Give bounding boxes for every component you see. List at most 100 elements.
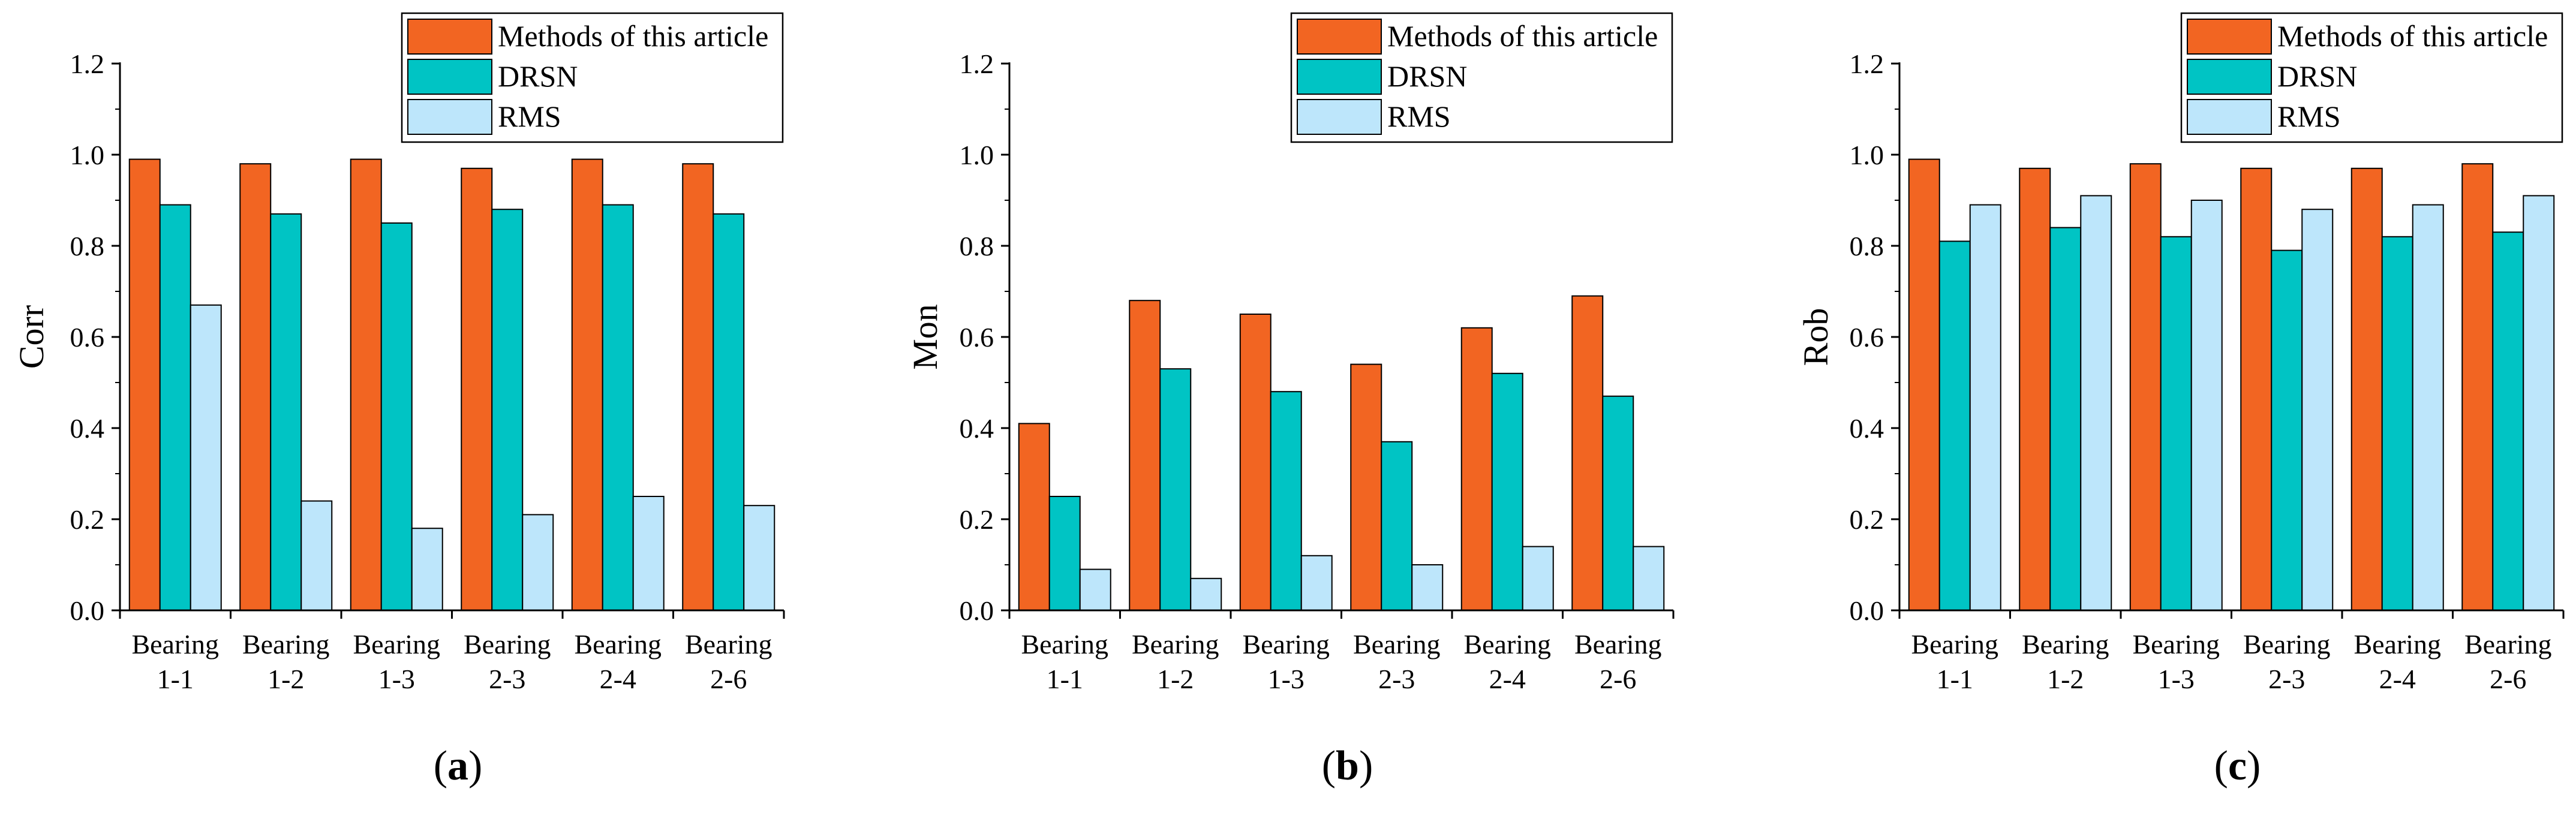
panel-label-open: ( [2214,743,2228,789]
bar-a-rms-5 [632,496,665,611]
panel-c-chart: 0.0 0.2 0.4 0.6 0.8 1.0 1.2 Bearing 1-1 Bearing 1-… [1796,12,2565,789]
y-tick-label: 0.8 [1850,231,1884,261]
bar-b-drsn-4 [1381,441,1413,611]
x-category-line-1: Bearing [2022,629,2109,660]
x-category-line-1: Bearing [2464,629,2552,660]
y-tick-label: 0.4 [70,413,105,444]
panel-label-close: ) [1359,743,1373,789]
x-category-line-1: Bearing [131,629,219,660]
bar-a-drsn-6 [713,213,745,611]
x-category-line-1: Bearing [1021,629,1108,660]
bar-c-methods-5 [2350,167,2383,611]
bar-a-methods-4 [461,167,493,611]
x-category-line-2: 1-1 [1047,664,1083,694]
x-category-line-2: 1-3 [1268,664,1304,694]
y-tick-label: 0.0 [960,595,994,626]
x-category-label: Bearing 2-4 [574,629,662,694]
x-category-line-2: 2-3 [489,664,525,694]
panel-label: (b) [1322,743,1373,789]
y-axis-title: Mon [906,304,945,370]
bar-c-drsn-3 [2160,236,2192,611]
y-tick-label: 0.2 [1850,504,1884,535]
bar-c-methods-2 [2019,167,2051,611]
y-tick-label: 0.2 [70,504,105,535]
legend-swatch-drsn [1297,59,1382,95]
bar-c-methods-1 [1908,158,1940,612]
bar-a-rms-6 [743,505,775,612]
legend-label-rms: RMS [1387,100,1451,133]
legend-label-drsn: DRSN [498,59,578,93]
bar-b-rms-2 [1190,577,1222,611]
y-axis-title: Rob [1796,308,1835,366]
x-category-line-1: Bearing [2243,629,2331,660]
y-tick-label: 1.0 [960,140,994,170]
x-category-line-2: 1-2 [1157,664,1194,694]
bar-a-methods-6 [682,163,714,611]
panel-a-chart: 0.0 0.2 0.4 0.6 0.8 1.0 1.2 Bearing 1-1 Bearing 1-… [12,12,785,789]
bar-b-rms-4 [1411,564,1444,611]
panel-label-close: ) [468,743,482,789]
x-category-line-1: Bearing [1242,629,1330,660]
x-category-line-2: 2-4 [1489,664,1526,694]
panel-label-letter: b [1336,743,1359,789]
x-category-label: Bearing 2-6 [685,629,773,694]
bar-c-drsn-5 [2381,236,2413,611]
legend-label-rms: RMS [498,100,561,133]
x-category-line-2: 2-6 [2490,664,2526,694]
panel-label-letter: c [2228,743,2247,789]
panel-b-chart: 0.0 0.2 0.4 0.6 0.8 1.0 1.2 Bearing 1-1 Bearing 1-… [906,12,1675,789]
x-category-line-1: Bearing [574,629,662,660]
legend-swatch-methods [407,19,492,55]
bar-b-drsn-2 [1159,368,1192,611]
x-category-label: Bearing 1-3 [2132,629,2220,694]
panel-label-close: ) [2247,743,2261,789]
bar-b-methods-1 [1018,423,1050,612]
bar-b-drsn-3 [1270,391,1302,611]
y-tick-label: 0.4 [960,413,994,444]
bar-a-rms-3 [411,528,443,612]
bar-b-methods-3 [1239,314,1272,611]
y-tick-label: 0.0 [70,595,105,626]
legend-swatch-drsn [2187,59,2272,95]
y-tick-label: 0.6 [70,322,105,353]
x-category-line-1: Bearing [1574,629,1662,660]
bar-b-rms-1 [1079,568,1111,611]
x-category-label: Bearing 1-3 [1242,629,1330,694]
x-category-line-1: Bearing [1463,629,1551,660]
x-category-line-2: 1-2 [267,664,304,694]
x-category-label: Bearing 1-1 [1021,629,1108,694]
x-category-label: Bearing 1-2 [2022,629,2109,694]
bar-b-methods-5 [1460,327,1493,611]
bar-b-methods-2 [1129,300,1161,611]
y-tick-label: 0.0 [1850,595,1884,626]
x-category-line-2: 1-1 [1937,664,1973,694]
bar-c-drsn-1 [1938,240,1971,611]
x-category-label: Bearing 1-2 [242,629,330,694]
x-category-line-2: 1-2 [2047,664,2084,694]
x-category-line-2: 2-4 [600,664,636,694]
x-category-line-1: Bearing [1132,629,1219,660]
bar-a-methods-5 [571,158,603,612]
panel-label-open: ( [1322,743,1336,789]
bar-c-methods-6 [2461,163,2494,611]
x-category-line-2: 1-1 [157,664,194,694]
y-tick-label: 0.2 [960,504,994,535]
legend-label-rms: RMS [2277,100,2341,133]
x-category-line-2: 2-3 [1378,664,1415,694]
legend-label-drsn: DRSN [2277,59,2357,93]
bar-a-rms-4 [522,514,554,612]
bar-c-rms-4 [2301,209,2334,611]
legend-label-methods: Methods of this article [498,19,768,53]
legend-swatch-drsn [407,59,492,95]
x-category-label: Bearing 1-3 [353,629,440,694]
x-category-line-1: Bearing [685,629,773,660]
bar-b-rms-3 [1300,555,1333,611]
legend-label-drsn: DRSN [1387,59,1467,93]
bar-c-drsn-2 [2049,227,2082,612]
legend-swatch-methods [2187,19,2272,55]
bar-a-drsn-1 [159,204,191,612]
x-category-line-2: 2-6 [710,664,747,694]
y-tick-label: 0.4 [1850,413,1884,444]
x-category-label: Bearing 2-3 [2243,629,2331,694]
bar-c-methods-3 [2129,163,2162,611]
